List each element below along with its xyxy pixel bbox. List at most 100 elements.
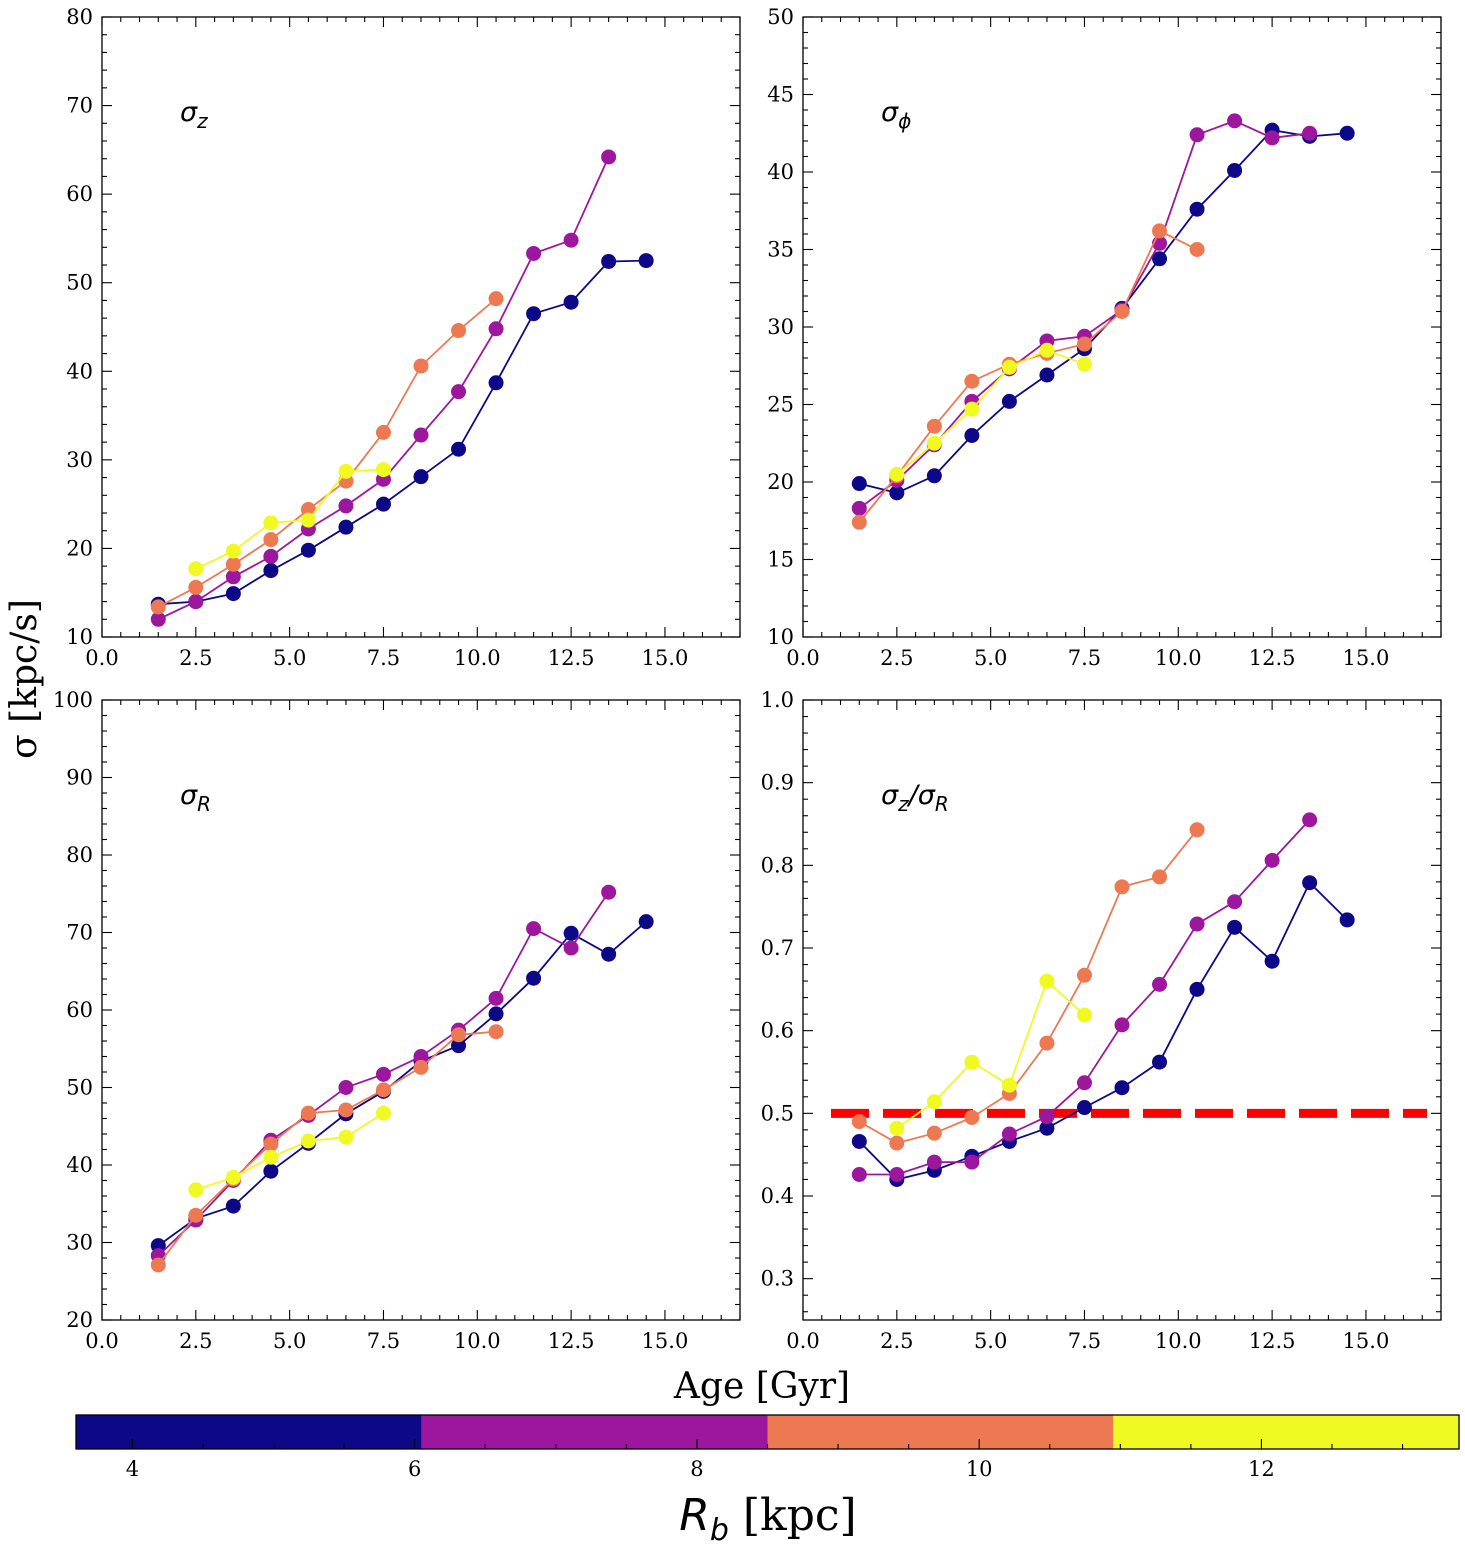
data-point: [263, 563, 279, 579]
data-point: [1152, 976, 1168, 992]
data-point: [1189, 201, 1205, 217]
data-point: [1039, 367, 1055, 383]
x-tick-label: 12.5: [1249, 1329, 1296, 1353]
y-tick-label: 10: [66, 625, 93, 649]
data-point: [1189, 822, 1205, 838]
data-point: [263, 515, 279, 531]
x-tick-label: 2.5: [179, 1329, 212, 1353]
y-tick-label: 70: [66, 94, 93, 118]
data-point: [1152, 223, 1168, 239]
x-tick-label: 2.5: [880, 1329, 913, 1353]
x-tick-label: 7.5: [1068, 646, 1101, 670]
x-tick-label: 5.0: [974, 646, 1007, 670]
colorbar-segment: [421, 1415, 768, 1449]
x-tick-label: 12.5: [1249, 646, 1296, 670]
data-point: [964, 1154, 980, 1170]
series-3: [889, 342, 1092, 482]
data-point: [1189, 916, 1205, 932]
data-point: [964, 428, 980, 443]
data-point: [451, 323, 467, 339]
data-point: [1001, 393, 1017, 409]
x-tick-label: 0.0: [786, 646, 819, 670]
data-point: [1039, 342, 1055, 358]
data-point: [601, 253, 617, 269]
panel-label-subscript: R: [197, 792, 211, 816]
series-1: [150, 884, 617, 1264]
data-point: [338, 498, 354, 514]
y-tick-label: 25: [767, 393, 794, 417]
y-tick-label: 35: [767, 238, 794, 262]
x-tick-label: 10.0: [1155, 646, 1202, 670]
data-point: [263, 1149, 279, 1165]
panel-label-symbol: σ: [180, 780, 198, 811]
panel-sigma-ratio: 0.0 2.5 5.0 7.5 10.0 12.5 15.0 0.3 0.4 0.5 0.6 0.7 0…: [761, 688, 1442, 1353]
colorbar-tick-label: 10: [966, 1457, 993, 1481]
data-point: [1114, 1080, 1130, 1096]
data-point: [1039, 1035, 1055, 1051]
colorbar-tick-label: 8: [690, 1457, 703, 1481]
data-point: [1076, 1007, 1092, 1023]
x-tick-label: 2.5: [880, 646, 913, 670]
y-tick-label: 30: [767, 315, 794, 339]
y-tick-label: 45: [767, 83, 794, 107]
series-line: [157, 298, 497, 608]
series-line: [896, 979, 1086, 1129]
data-point: [638, 914, 654, 930]
data-point: [851, 1114, 867, 1130]
x-tick-label: 2.5: [179, 646, 212, 670]
y-tick-label: 10: [767, 625, 794, 649]
panel-label: σz/σR: [881, 780, 949, 816]
colorbar-segment: [1113, 1415, 1459, 1449]
data-point: [851, 514, 867, 530]
data-point: [413, 469, 429, 485]
colorbar-label-subscript: b: [710, 1513, 729, 1548]
data-point: [188, 579, 204, 595]
data-point: [225, 1169, 241, 1185]
y-tick-label: 60: [66, 998, 93, 1022]
data-point: [1076, 967, 1092, 983]
data-point: [338, 1080, 354, 1095]
panel-sigma-z: 0.0 2.5 5.0 7.5 10.0 12.5 15.0 10 20 30 40 50 60 70 80…: [66, 5, 741, 670]
x-tick-label: 15.0: [1343, 1329, 1390, 1353]
x-tick-label: 15.0: [642, 1329, 689, 1353]
panel-label-symbol: σ: [881, 780, 899, 811]
data-point: [300, 542, 316, 558]
data-point: [851, 1133, 867, 1149]
colorbar-tick-label: 6: [408, 1457, 421, 1481]
y-tick-label: 40: [66, 359, 93, 383]
data-point: [225, 543, 241, 559]
panel-label-subscript: z: [196, 109, 208, 133]
data-point: [150, 1257, 166, 1273]
data-point: [601, 946, 617, 962]
data-point: [926, 468, 942, 484]
series-0: [150, 253, 654, 612]
y-tick-label: 50: [767, 5, 794, 29]
data-point: [150, 599, 166, 615]
y-tick-label: 90: [66, 766, 93, 790]
data-point: [1114, 1017, 1130, 1033]
data-point: [150, 611, 166, 627]
series-1: [851, 812, 1318, 1183]
y-tick-label: 0.6: [761, 1019, 794, 1043]
y-tick-label: 30: [66, 1231, 93, 1255]
data-point: [451, 384, 467, 400]
panel-label-symbol: σ: [881, 97, 899, 128]
data-point: [638, 253, 654, 269]
data-point: [1152, 869, 1168, 885]
series-line: [157, 920, 647, 1247]
data-point: [338, 463, 354, 479]
x-tick-label: 0.0: [85, 1329, 118, 1353]
data-point: [1302, 125, 1318, 141]
data-point: [889, 1135, 905, 1151]
data-point: [413, 427, 429, 443]
data-point: [563, 940, 579, 956]
x-tick-label: 15.0: [1343, 646, 1390, 670]
x-tick-label: 7.5: [1068, 1329, 1101, 1353]
data-point: [300, 512, 316, 528]
panel-sigma-phi: 0.0 2.5 5.0 7.5 10.0 12.5 15.0 10 15 20 25 30 35 40 45…: [767, 5, 1442, 670]
data-point: [188, 1182, 204, 1198]
data-point: [1189, 127, 1205, 143]
data-point: [300, 1133, 316, 1149]
data-point: [413, 358, 429, 374]
